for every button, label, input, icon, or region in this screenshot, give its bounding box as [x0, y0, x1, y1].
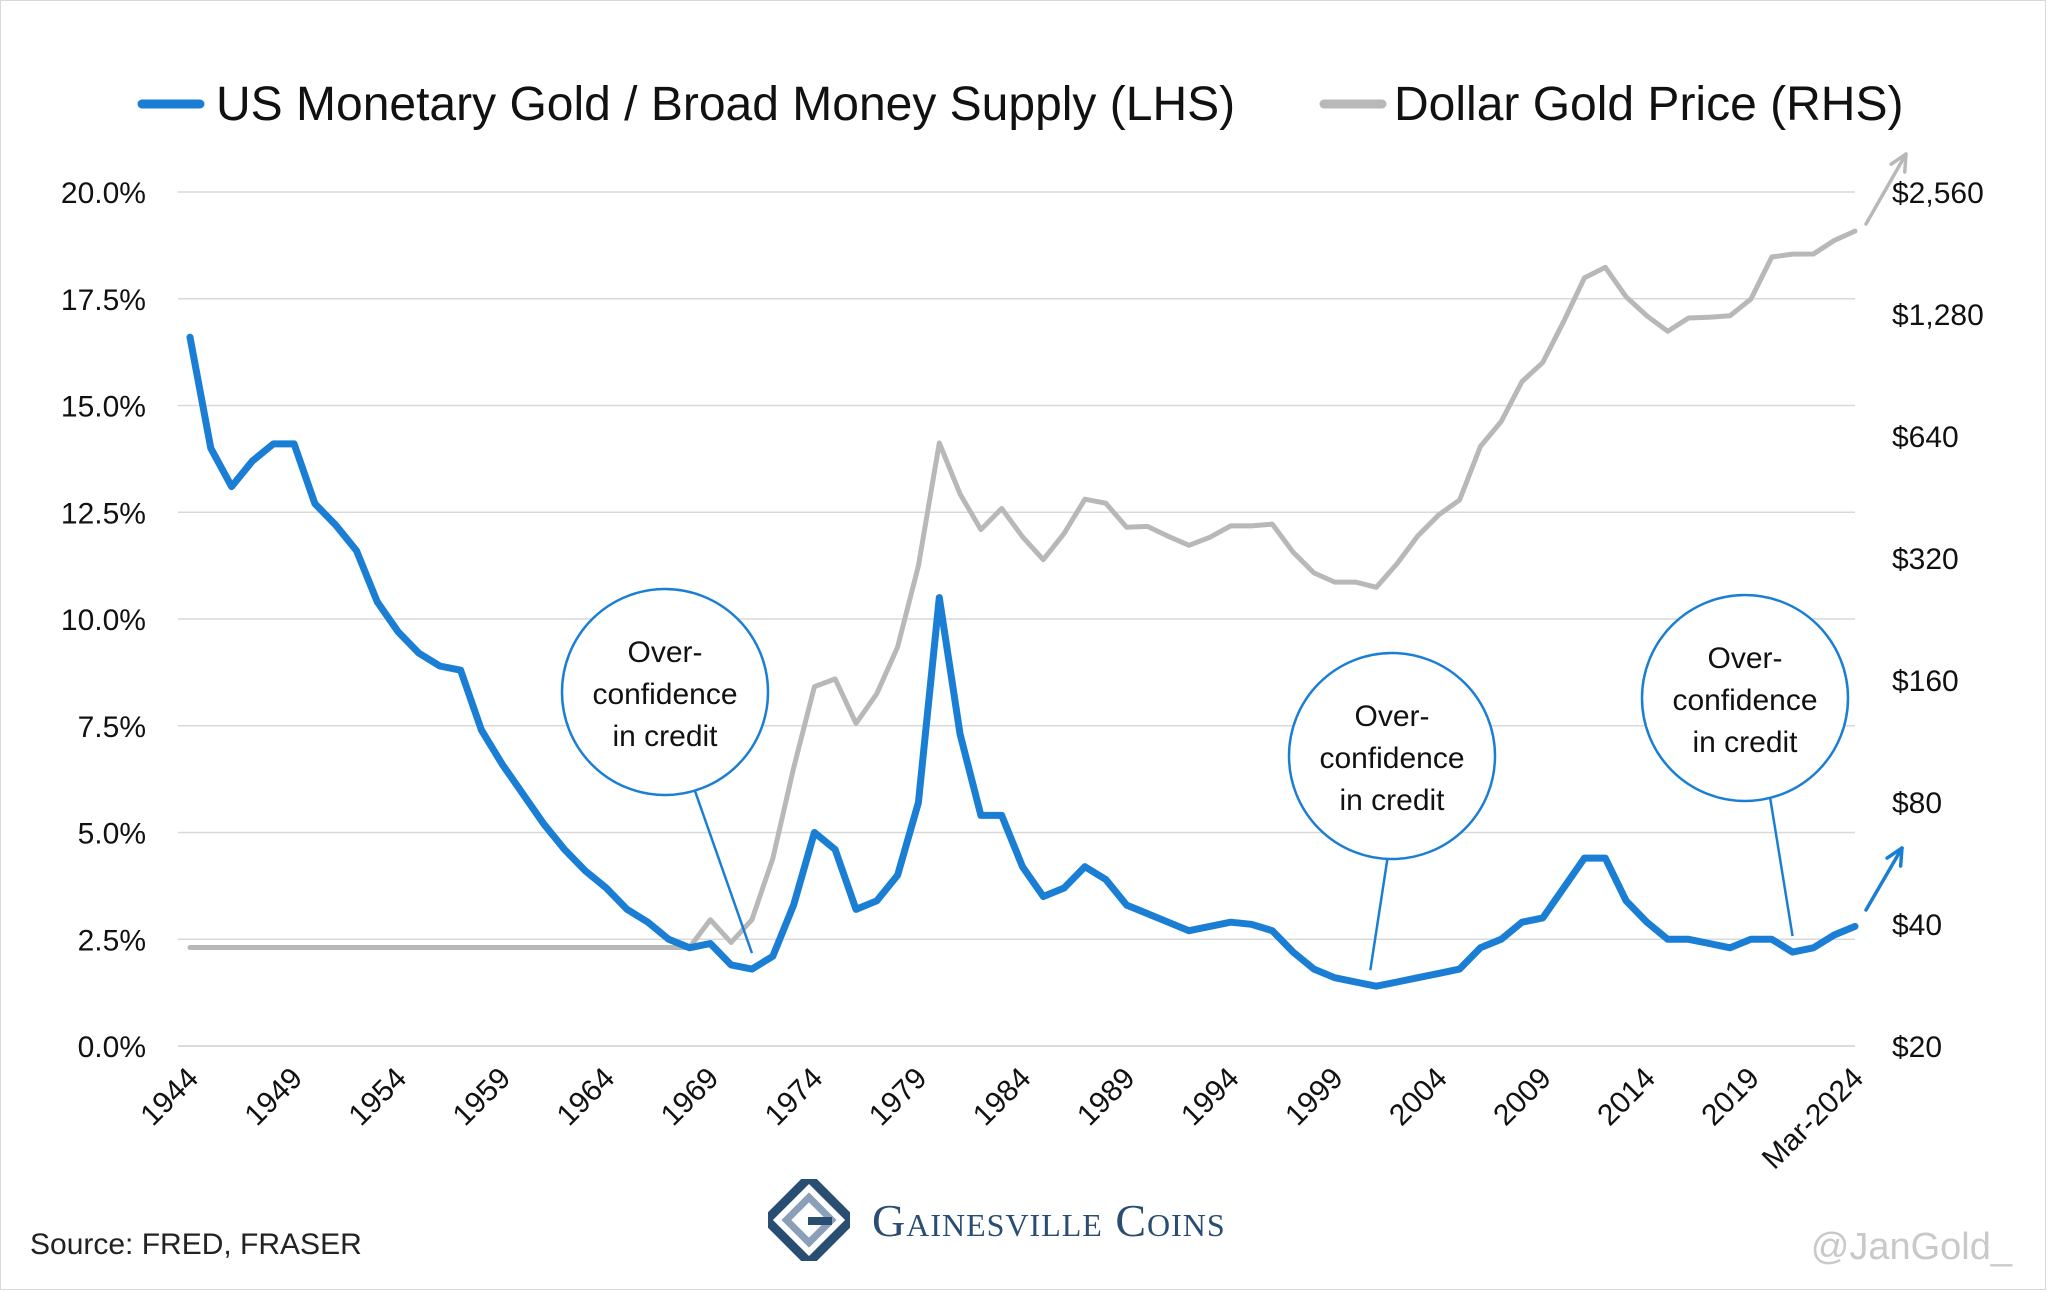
annotation-layer: Over-confidence in credit Over-confidence i…: [560, 587, 1850, 971]
gold-price-continuation-arrow-head: [1889, 152, 1908, 174]
series-line-dollar-gold-price: [187, 228, 1858, 950]
x-tick-label: 1989: [1071, 1062, 1142, 1133]
annotation-pointer: [1768, 796, 1794, 937]
brand-logo: Gainesville Coins: [768, 1178, 1226, 1262]
source-note: Source: FRED, FRASER: [30, 1228, 362, 1261]
annotation-text: Over-: [1355, 700, 1430, 733]
gold-price-continuation-arrow: [1864, 152, 1908, 226]
y-left-tick-label: 2.5%: [78, 924, 146, 957]
y-right-tick-label: $160: [1892, 665, 1959, 698]
y-right-ticks: $20 $40 $80 $160 $320 $640 $1,280 $2,560: [1892, 177, 1984, 1064]
ratio-continuation-arrow-head: [1885, 846, 1904, 868]
legend-label-right: Dollar Gold Price (RHS): [1394, 78, 1903, 131]
x-tick-label: 1964: [551, 1062, 622, 1133]
y-left-tick-label: 7.5%: [78, 711, 146, 744]
arrow-layer: [1864, 152, 1908, 912]
annotation-pointer: [1369, 854, 1390, 971]
x-tick-label: 1979: [863, 1062, 934, 1133]
y-left-tick-label: 0.0%: [78, 1031, 146, 1064]
y-left-tick-label: 5.0%: [78, 818, 146, 851]
y-left-ticks: 0.0% 2.5% 5.0% 7.5% 10.0% 12.5% 15.0% 17.5% 20.0…: [61, 177, 146, 1064]
annotation-text: Over-: [1708, 642, 1783, 675]
brand-name: Gainesville Coins: [872, 1194, 1226, 1246]
annotation-bubble: [560, 587, 770, 797]
x-tick-label: 1974: [759, 1062, 830, 1133]
x-tick-label: 1944: [134, 1062, 205, 1133]
annotation-text: in credit: [1339, 784, 1445, 817]
annotation-pointer: [693, 790, 754, 954]
ratio-continuation-arrow: [1864, 846, 1904, 912]
annotation-text: in credit: [1692, 726, 1798, 759]
grid: [178, 191, 1855, 1047]
x-tick-label: Mar-2024: [1756, 1062, 1870, 1176]
x-tick-label: 1949: [238, 1062, 309, 1133]
annotation-text: confidence: [592, 678, 737, 711]
y-right-tick-label: $640: [1892, 421, 1959, 454]
annotation-bubble: [1287, 651, 1497, 861]
annotation-bubble: [1640, 593, 1850, 803]
annotation-text: confidence: [1672, 684, 1817, 717]
annotation-text: Over-: [628, 636, 703, 669]
x-tick-label: 1969: [655, 1062, 726, 1133]
x-tick-label: 1999: [1279, 1062, 1350, 1133]
legend: US Monetary Gold / Broad Money Supply (L…: [137, 78, 1903, 131]
gainesville-g-logo-icon: [768, 1179, 850, 1261]
x-tick-label: 1984: [967, 1062, 1038, 1133]
annotation-callout: Over-confidence in credit: [1287, 651, 1497, 971]
y-left-tick-label: 10.0%: [61, 604, 146, 637]
x-tick-label: 1959: [447, 1062, 518, 1133]
y-right-tick-label: $320: [1892, 543, 1959, 576]
x-tick-label: 1954: [343, 1062, 414, 1133]
x-tick-label: 2009: [1487, 1062, 1558, 1133]
series-line-monetary-gold-ratio: [186, 333, 1859, 990]
y-left-tick-label: 17.5%: [61, 284, 146, 317]
annotation-text: in credit: [612, 720, 718, 753]
x-tick-label: 2004: [1383, 1062, 1454, 1133]
annotation-text: confidence: [1319, 742, 1464, 775]
y-left-tick-label: 20.0%: [61, 177, 146, 210]
series-layer: [186, 228, 1859, 990]
x-tick-label: 2014: [1591, 1062, 1662, 1133]
annotation-callout: Over-confidence in credit: [560, 587, 770, 954]
legend-label-left: US Monetary Gold / Broad Money Supply (L…: [216, 78, 1235, 131]
annotation-callout: Over-confidence in credit: [1640, 593, 1850, 937]
y-right-tick-label: $40: [1892, 909, 1942, 942]
y-right-tick-label: $2,560: [1892, 177, 1984, 210]
y-left-tick-label: 15.0%: [61, 391, 146, 424]
y-right-tick-label: $1,280: [1892, 299, 1984, 332]
x-ticks: 1944 1949 1954 1959 1964 1969 1974 1979 1984 1989…: [134, 1062, 1870, 1176]
y-right-tick-label: $20: [1892, 1031, 1942, 1064]
y-right-tick-label: $80: [1892, 787, 1942, 820]
y-left-tick-label: 12.5%: [61, 497, 146, 530]
x-tick-label: 1994: [1175, 1062, 1246, 1133]
author-handle: @JanGold_: [1810, 1226, 2012, 1268]
x-tick-label: 2019: [1695, 1062, 1766, 1133]
